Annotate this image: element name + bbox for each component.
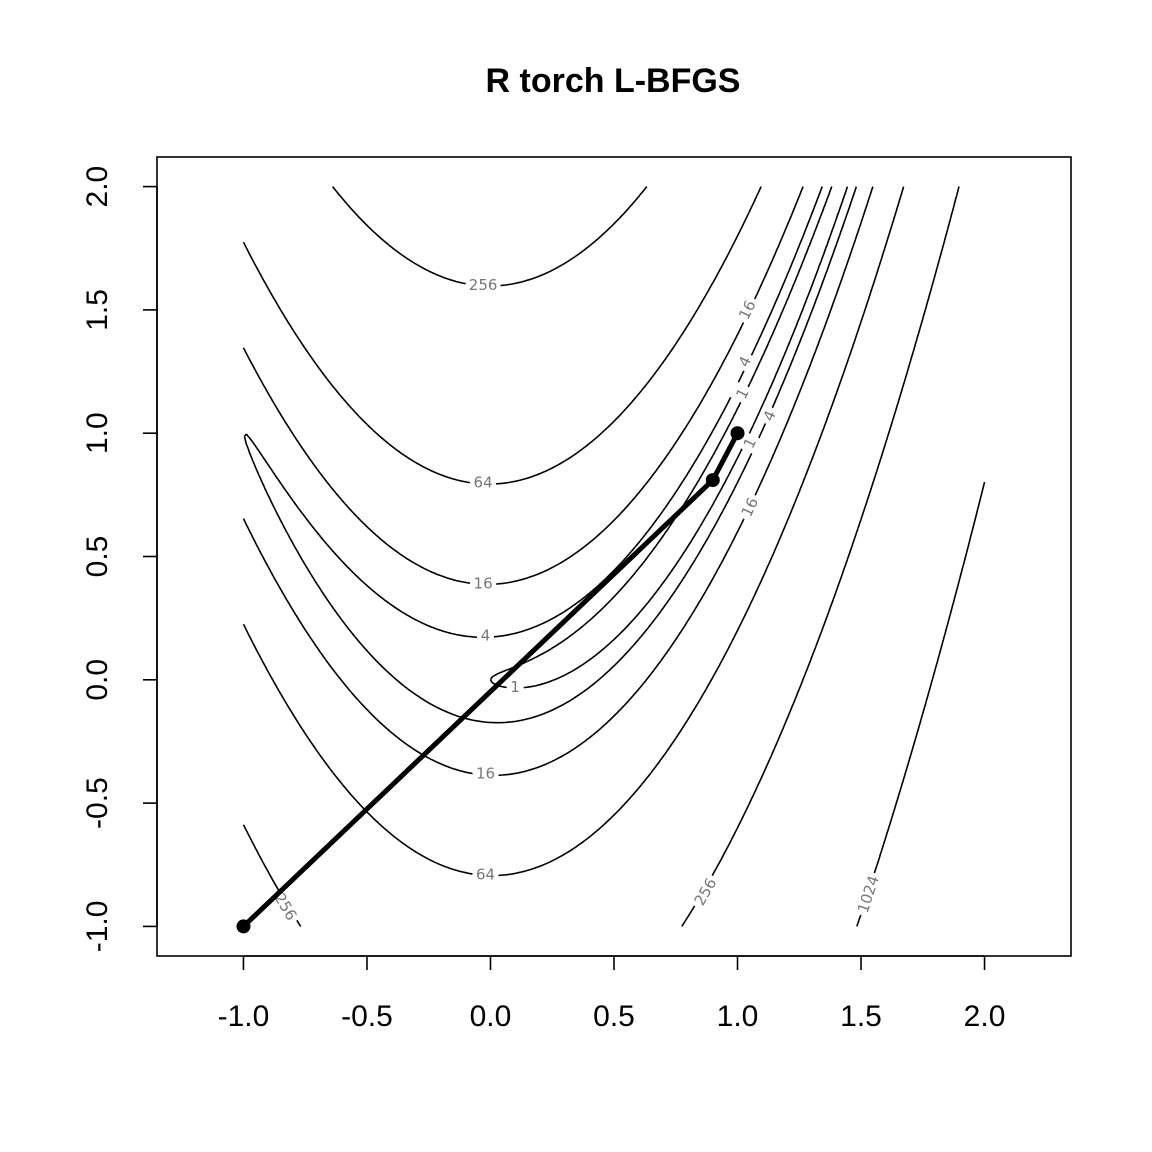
contour-label-group: 256 [465,275,501,296]
contour-label-bg [852,870,885,919]
optimizer-path-point [730,426,745,441]
contour-label-group: 256 [688,871,723,913]
contour-lines [242,186,986,927]
chart-title: R torch L-BFGS [486,62,741,100]
contour-line-1024 [856,481,986,927]
contour-label-group: 4 [757,404,783,428]
contour-label-group: 64 [470,472,497,493]
contour-label: 16 [474,575,493,593]
y-axis: -1.0 -0.5 0.0 0.5 1.0 1.5 2.0 [81,166,158,953]
y-tick-label: 1.5 [81,289,114,331]
contour-label-bg [732,349,758,374]
y-tick-label: -0.5 [81,777,114,829]
contour-label-bg [757,404,783,428]
contour-label-bg [465,275,501,296]
y-tick-label: -1.0 [81,901,114,953]
contour-line-1 [489,186,849,689]
contour-label-bg [470,472,497,493]
contour-label-bg [506,677,524,698]
contour-label: 1 [510,678,520,696]
contour-label-group: 1 [737,431,763,456]
y-tick-label: 0.0 [81,659,114,701]
y-tick-label: 2.0 [81,166,114,208]
x-tick-label: 1.0 [717,1000,759,1033]
x-tick-label: 2.0 [964,1000,1006,1033]
x-tick-label: -1.0 [218,1000,270,1033]
contour-label-group: 4 [732,349,758,374]
contour-label-bg [732,293,763,326]
contour-label: 64 [474,474,493,492]
contour-line-256 [242,186,960,927]
contour-label-group: 16 [735,491,765,524]
x-tick-label: 1.5 [840,1000,882,1033]
contour-label-group: 16 [732,293,763,326]
contour-label: 4 [481,626,491,644]
contour-line-4 [243,186,858,724]
contour-label-group: 16 [472,763,499,784]
contour-label-bg [729,381,756,406]
contour-label-bg [472,864,499,885]
contour-label-group: 4 [477,625,494,646]
contour-label: 16 [476,765,495,783]
contour-label-group: 1 [506,677,524,698]
contour-label-group: 64 [472,864,499,885]
contour-label-bg [472,763,499,784]
x-tick-label: 0.5 [593,1000,635,1033]
optimizer-path [236,426,745,934]
contour-line-16 [242,186,874,777]
contour-label: 256 [469,276,498,294]
contour-label-bg [470,573,497,594]
optimizer-path-point [236,919,251,934]
y-tick-label: 1.0 [81,412,114,454]
optimizer-path-point [705,473,720,488]
contour-label-bg [735,491,765,524]
y-tick-label: 0.5 [81,536,114,578]
contour-label-bg [688,871,723,913]
contour-label: 64 [476,866,495,884]
contour-label-group: 1 [729,381,756,406]
x-tick-label: 0.0 [470,1000,512,1033]
x-tick-label: -0.5 [341,1000,393,1033]
contour-label-group: 16 [470,573,497,594]
contour-label-group: 1024 [852,870,885,919]
contour-label-bg [737,431,763,456]
contour-line-64 [242,186,905,877]
contour-label-bg [477,625,494,646]
x-axis: -1.0 -0.5 0.0 0.5 1.0 1.5 2.0 [218,955,1006,1033]
